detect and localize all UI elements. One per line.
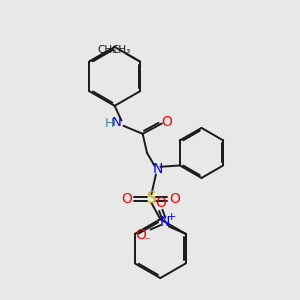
- Text: S: S: [147, 191, 156, 206]
- Text: O: O: [121, 192, 132, 206]
- Text: ⁻: ⁻: [143, 235, 149, 248]
- Text: N: N: [160, 215, 170, 229]
- Text: CH₃: CH₃: [111, 45, 130, 55]
- Text: CH₃: CH₃: [97, 45, 116, 55]
- Text: +: +: [167, 212, 177, 222]
- Text: O: O: [136, 228, 146, 242]
- Text: O: O: [161, 115, 172, 129]
- Text: H: H: [105, 117, 114, 130]
- Text: O: O: [155, 196, 166, 210]
- Text: N: N: [152, 162, 163, 176]
- Text: N: N: [112, 116, 122, 128]
- Text: O: O: [169, 192, 181, 206]
